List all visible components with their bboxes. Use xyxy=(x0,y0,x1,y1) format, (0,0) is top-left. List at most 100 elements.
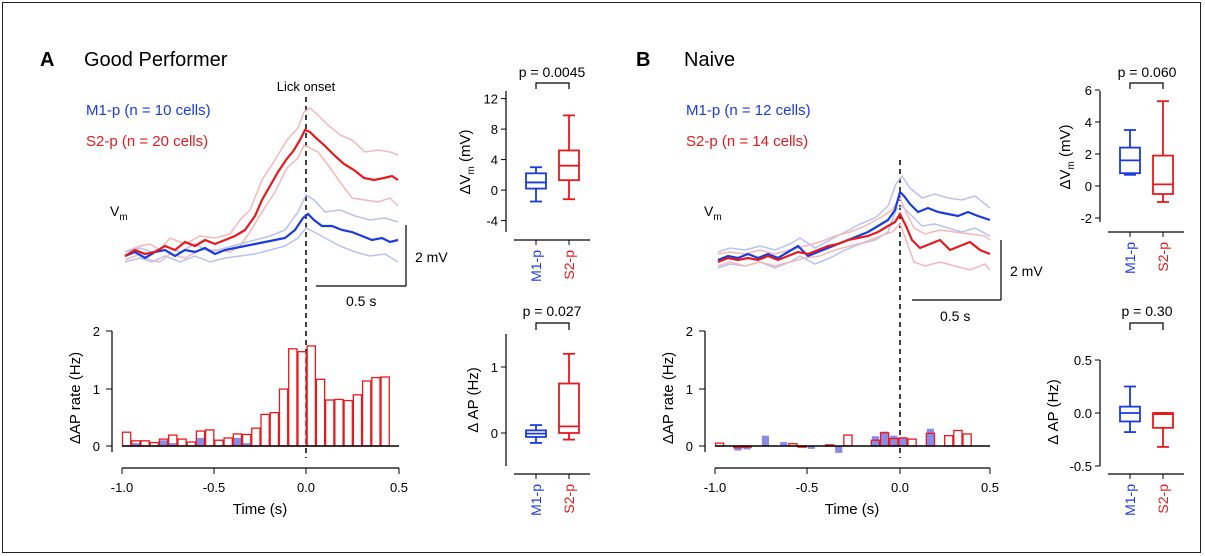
hist-bar-m1 xyxy=(899,437,907,446)
hist-bar-m1 xyxy=(871,436,879,446)
boxes-vm-b xyxy=(1119,100,1174,203)
box-xlabel-s2-vm-a: S2-p xyxy=(561,250,577,280)
hist-xlabel-b: Time (s) xyxy=(825,501,879,518)
legend-s2-b: S2-p (n = 14 cells) xyxy=(686,133,808,150)
hist-bar-s2 xyxy=(371,376,381,447)
histogram-bars-a xyxy=(121,345,390,447)
hist-xtick-label: 0.5 xyxy=(390,480,408,495)
scale-y-label-b: 2 mV xyxy=(1010,263,1043,279)
hist-bar-s2 xyxy=(306,345,317,447)
panel-title-a: Good Performer xyxy=(84,49,228,71)
box-ytick-label: 4 xyxy=(491,153,498,168)
scale-y-label-a: 2 mV xyxy=(415,249,448,265)
trace-m1-lower-a xyxy=(124,227,399,263)
hist-bar-m1 xyxy=(243,443,251,446)
hist-ytick-label: 0 xyxy=(93,439,100,454)
box-ylabel-ap-a: Δ AP (Hz) xyxy=(465,367,482,433)
hist-bar-s2 xyxy=(380,376,390,447)
hist-bar-s2 xyxy=(962,433,972,447)
boxes-ap-b xyxy=(1119,385,1174,448)
hist-bar-m1 xyxy=(159,440,168,446)
hist-bar-s2 xyxy=(343,399,353,447)
box-ytick-label: -0.5 xyxy=(1070,459,1092,474)
hist-bar-s2 xyxy=(251,427,261,447)
significance-bracket-vm-b xyxy=(1129,82,1164,89)
box-xlabel-m1-vm-b: M1-p xyxy=(1122,242,1138,274)
hist-xtick-label: 0.0 xyxy=(891,480,909,495)
trace-s2-mean-b xyxy=(717,211,991,264)
box-ytick-label: -2 xyxy=(1080,211,1092,226)
box-ytick-label: 0 xyxy=(491,183,498,198)
vm-traces-b xyxy=(717,174,991,271)
p-value-vm-a: p = 0.0045 xyxy=(519,64,586,80)
trace-s2-upper-b xyxy=(717,196,991,255)
box-ytick-label: -4 xyxy=(486,214,498,229)
hist-ytick-label: 1 xyxy=(686,382,693,397)
hist-xtick-label: 0.5 xyxy=(981,480,999,495)
box-y-ticks-vm-b: -2 0 2 4 6 xyxy=(1080,83,1100,226)
boxes-vm-a xyxy=(525,114,580,203)
trace-s2-mean-a xyxy=(124,128,399,257)
lick-onset-label: Lick onset xyxy=(277,79,336,94)
box-body-s2 xyxy=(1152,412,1174,429)
hist-bar-s2 xyxy=(907,438,917,447)
boxplot-vm-b: p = 0.060 -2 0 2 4 6 ΔVm (mV) M1-p S2-p xyxy=(1057,64,1184,274)
box-ytick-label: 0 xyxy=(1085,179,1092,194)
box-body-s2 xyxy=(1152,154,1174,195)
box-xlabel-m1-ap-b: M1-p xyxy=(1122,484,1138,516)
scale-x-label-b: 0.5 s xyxy=(940,308,970,324)
trace-m1-upper-b xyxy=(717,174,991,253)
trace-m1-mean-b xyxy=(717,189,991,262)
hist-bar-s2 xyxy=(288,348,298,447)
box-xlabel-m1-ap-a: M1-p xyxy=(528,484,544,516)
box-ytick-label: 8 xyxy=(491,122,498,137)
hist-x-ticks-a: -1.0 -0.5 0.0 0.5 xyxy=(111,468,408,495)
panel-title-b: Naive xyxy=(684,49,735,71)
hist-xtick-label: -0.5 xyxy=(796,480,818,495)
vm-label-b: Vm xyxy=(704,203,722,223)
hist-ytick-label: 2 xyxy=(686,324,693,339)
histogram-a: 2 1 0 -1.0 -0.5 0.0 0.5 ΔAP rate (Hz) Ti… xyxy=(67,324,408,518)
boxplot-ap-a: p = 0.027 01 Δ AP (Hz) M1-p S2-p xyxy=(465,303,590,516)
histogram-b: 2 1 0 -1.0 -0.5 0.0 0.5 ΔAP rate (Hz) Ti… xyxy=(660,324,999,518)
box-ytick-label: 0 xyxy=(491,426,498,441)
box-ytick-label: 0.5 xyxy=(1074,353,1092,368)
legend-m1-b: M1-p (n = 12 cells) xyxy=(686,102,811,119)
hist-xlabel-a: Time (s) xyxy=(233,501,287,518)
hist-bar-s2 xyxy=(352,394,363,447)
box-ylabel-vm-b: ΔVm (mV) xyxy=(1057,124,1077,189)
hist-bar-m1 xyxy=(169,443,177,446)
hist-xtick-label: 0.0 xyxy=(297,480,315,495)
trace-m1-mean-a xyxy=(124,212,399,260)
trace-s2-lower-b xyxy=(717,222,991,271)
box-y-ticks-ap-b: -0.5 0.0 0.5 xyxy=(1070,353,1100,474)
panel-letter-b: B xyxy=(636,49,650,71)
box-ytick-label: 1 xyxy=(491,360,498,375)
vm-label-a: Vm xyxy=(110,203,128,223)
histogram-bars-b xyxy=(714,428,972,453)
hist-bar-m1 xyxy=(881,431,889,446)
hist-bar-s2 xyxy=(297,351,307,447)
vm-traces-a xyxy=(124,107,399,263)
box-ytick-label: 4 xyxy=(1085,115,1092,130)
hist-ytick-label: 0 xyxy=(686,439,693,454)
hist-bar-s2 xyxy=(361,380,372,447)
hist-bar-m1 xyxy=(233,437,242,446)
hist-bar-s2 xyxy=(324,399,335,447)
hist-bar-m1 xyxy=(890,435,898,446)
hist-bar-s2 xyxy=(944,434,954,447)
box-xlabel-m1-vm-a: M1-p xyxy=(528,250,544,282)
box-xlabel-s2-ap-a: S2-p xyxy=(561,484,577,514)
panel-a: A Good Performer Lick onset M1-p (n = 10… xyxy=(40,49,590,518)
box-ytick-label: 0.0 xyxy=(1074,406,1092,421)
box-ytick-label: 6 xyxy=(1085,83,1092,98)
hist-bar-s2 xyxy=(315,378,326,447)
significance-bracket-vm-a xyxy=(535,82,570,89)
hist-bar-s2 xyxy=(260,413,270,447)
hist-ytick-label: 2 xyxy=(93,324,100,339)
hist-bar-s2 xyxy=(334,398,344,447)
hist-x-ticks-b: -1.0 -0.5 0.0 0.5 xyxy=(704,468,999,495)
box-body-m1 xyxy=(525,172,547,190)
significance-bracket-ap-b xyxy=(1129,322,1164,330)
